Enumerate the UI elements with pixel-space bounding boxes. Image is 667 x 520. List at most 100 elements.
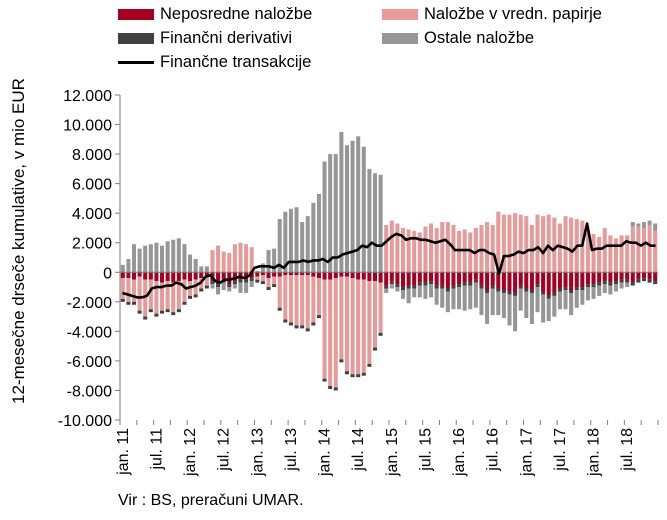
bar-segment-neposredne [619,272,624,280]
bar-segment-derivativi [518,285,523,289]
bar-segment-derivativi [557,288,562,292]
bar-segment-neposredne [613,272,618,282]
bar-segment-vrednostni-papirji [356,279,361,375]
bar-segment-neposredne [490,272,495,286]
bar-segment-vrednostni-papirji [372,281,378,348]
bar-segment-derivativi [378,332,383,336]
bar-segment-neposredne [305,272,310,276]
bar-segment-vrednostni-papirji [473,227,478,273]
bar-segment-neposredne [148,272,153,280]
x-tick-label: jan. 15 [384,428,401,477]
bar-segment-vrednostni-papirji [434,227,439,273]
bar-layer [120,131,658,391]
bar-segment-vrednostni-papirji [485,222,490,273]
bar-segment-vrednostni-papirji [249,247,254,273]
bar-segment-vrednostni-papirji [227,253,232,273]
bar-segment-vrednostni-papirji [457,230,462,273]
bar-segment-neposredne [294,272,299,276]
bar-segment-derivativi [367,363,372,367]
bar-segment-vrednostni-papirji [160,282,165,311]
bar-segment-ostale [417,285,422,298]
bar-segment-vrednostni-papirji [524,216,529,273]
bar-segment-vrednostni-papirji [154,281,159,314]
bar-segment-neposredne [193,272,198,280]
bar-segment-ostale [429,284,434,298]
bar-segment-neposredne [350,272,355,279]
bar-segment-ostale [529,292,534,324]
bar-segment-neposredne [288,272,293,276]
bar-segment-neposredne [199,272,204,279]
bar-segment-vrednostni-papirji [529,225,534,273]
legend-item-ostale: Ostale naložbe [382,28,534,48]
x-tick-label: jan. 11 [115,428,132,476]
bar-segment-neposredne [625,272,630,280]
bar-segment-vrednostni-papirji [619,235,624,273]
bar-segment-vrednostni-papirji [445,222,450,273]
bar-segment-vrednostni-papirji [339,276,344,360]
bar-segment-derivativi [647,279,652,283]
bar-segment-neposredne [440,272,445,286]
x-tick-label: jan. 18 [586,428,603,477]
legend-item-vrednostni-papirji: Naložbe v vredn. papirje [382,4,602,24]
bar-segment-derivativi [193,294,198,298]
bar-segment-ostale [176,238,181,273]
bar-segment-ostale [311,202,316,273]
bar-segment-ostale [199,266,204,273]
bar-segment-derivativi [641,278,647,282]
bar-segment-neposredne [216,272,221,285]
bar-segment-ostale [283,211,288,273]
bar-segment-derivativi [613,281,618,285]
bar-segment-ostale [244,282,249,293]
bar-segment-vrednostni-papirji [625,235,630,273]
bar-segment-derivativi [328,386,333,389]
y-tick-label: 4.000 [72,206,112,223]
bar-segment-derivativi [513,292,518,296]
bar-segment-derivativi [154,313,159,317]
bar-segment-ostale [395,287,400,292]
bar-segment-derivativi [266,287,271,290]
bar-segment-ostale [300,222,305,273]
bar-segment-vrednostni-papirji [350,278,355,375]
bar-segment-neposredne [188,272,193,282]
bar-segment-neposredne [485,272,490,290]
bar-segment-ostale [344,145,349,273]
bar-segment-derivativi [625,279,630,283]
bar-segment-ostale [473,282,478,308]
bar-segment-derivativi [501,290,506,293]
bar-segment-vrednostni-papirji [490,225,495,273]
bar-segment-derivativi [182,301,187,305]
bar-segment-neposredne [283,272,288,276]
bar-segment-neposredne [171,272,176,283]
bar-segment-neposredne [266,272,271,279]
y-tick-label: 12.000 [63,88,112,105]
bar-segment-neposredne [513,272,518,293]
bar-segment-derivativi [490,285,495,289]
bar-segment-ostale [451,288,456,310]
bar-segment-derivativi [160,310,165,314]
bar-segment-vrednostni-papirji [143,279,148,317]
bar-segment-ostale [585,287,590,301]
bar-segment-neposredne [429,272,434,282]
bar-segment-ostale [227,287,232,292]
bar-segment-vrednostni-papirji [344,276,349,372]
bar-segment-ostale [356,136,361,273]
bar-segment-vrednostni-papirji [300,275,305,326]
bar-segment-ostale [120,264,125,273]
bar-segment-neposredne [249,272,254,279]
x-tick-label: jul. 12 [216,428,233,472]
bar-segment-vrednostni-papirji [563,216,568,273]
bar-segment-derivativi [300,325,305,329]
bar-segment-neposredne [569,272,574,290]
legend-label: Ostale naložbe [424,29,535,47]
bar-segment-neposredne [176,272,181,282]
bar-segment-ostale [193,258,198,273]
bar-segment-vrednostni-papirji [322,279,327,379]
bar-segment-derivativi [429,281,434,285]
bar-segment-derivativi [412,285,417,289]
bar-segment-neposredne [468,272,473,283]
bar-segment-derivativi [232,281,237,285]
bar-segment-neposredne [546,272,551,296]
x-tick-label: jul. 18 [619,428,636,472]
bar-segment-ostale [389,284,394,289]
bar-segment-ostale [507,294,512,326]
